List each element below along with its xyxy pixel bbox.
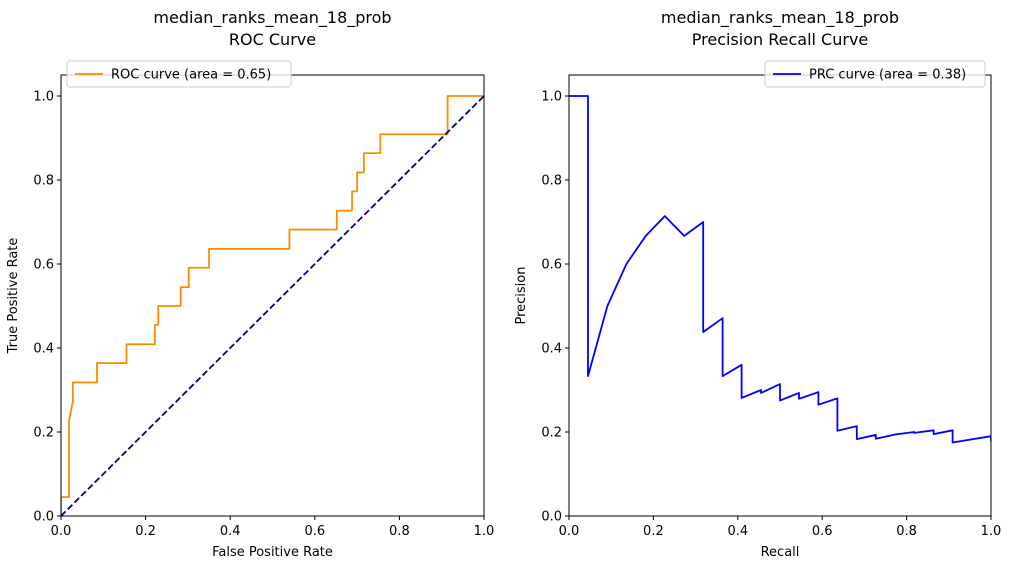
- axes-frame: [60, 74, 485, 517]
- series-group: [61, 95, 484, 516]
- y-tick-label: 1.0: [541, 90, 562, 105]
- x-axis-label: Recall: [761, 545, 800, 560]
- series-group: [569, 95, 991, 444]
- x-tick-label: 0.6: [812, 524, 833, 539]
- legend-box: [764, 60, 986, 88]
- axes-frame: [568, 74, 992, 517]
- y-tick-label: 0.0: [33, 510, 54, 525]
- y-tick-label: 0.0: [541, 510, 562, 525]
- legend: PRC curve (area = 0.38): [764, 60, 986, 88]
- legend-box: [66, 60, 292, 88]
- y-tick-label: 0.2: [33, 426, 54, 441]
- x-tick-label: 0.0: [51, 524, 72, 539]
- y-tick-label: 1.0: [33, 90, 54, 105]
- x-tick-label: 0.4: [220, 524, 241, 539]
- y-tick-label: 0.8: [33, 174, 54, 189]
- chart-title: median_ranks_mean_18_prob: [153, 8, 391, 28]
- chart-panel-1: median_ranks_mean_18_prob ROC Curve 0.0 0.2…: [6, 8, 494, 560]
- y-axis-label: Precision: [514, 266, 529, 324]
- x-tick-label: 0.8: [896, 524, 917, 539]
- chart-panel-2: median_ranks_mean_18_prob Precision Recal…: [514, 8, 1001, 560]
- x-axis-label: False Positive Rate: [212, 545, 333, 560]
- y-tick-label: 0.4: [541, 342, 562, 357]
- y-axis-label: True Positive Rate: [6, 238, 21, 355]
- chart-title: median_ranks_mean_18_prob: [661, 8, 899, 28]
- chart-subtitle: Precision Recall Curve: [692, 30, 869, 49]
- y-tick-label: 0.4: [33, 342, 54, 357]
- y-tick-label: 0.8: [541, 174, 562, 189]
- legend-label: ROC curve (area = 0.65): [111, 68, 271, 83]
- y-tick-label: 0.6: [33, 258, 54, 273]
- x-tick-label: 0.2: [135, 524, 156, 539]
- x-tick-label: 0.6: [304, 524, 325, 539]
- legend: ROC curve (area = 0.65): [66, 60, 292, 88]
- y-tick-label: 0.2: [541, 426, 562, 441]
- x-tick-label: 1.0: [474, 524, 495, 539]
- y-tick-label: 0.6: [541, 258, 562, 273]
- series-line-1: [569, 95, 991, 444]
- legend-label: PRC curve (area = 0.38): [809, 68, 966, 83]
- chart-subtitle: ROC Curve: [229, 30, 316, 49]
- x-tick-label: 0.4: [727, 524, 748, 539]
- series-line-1: [61, 95, 484, 516]
- x-tick-label: 1.0: [981, 524, 1002, 539]
- x-tick-label: 0.2: [643, 524, 664, 539]
- x-tick-label: 0.0: [559, 524, 580, 539]
- chance-line-2: [61, 95, 484, 516]
- x-tick-label: 0.8: [389, 524, 410, 539]
